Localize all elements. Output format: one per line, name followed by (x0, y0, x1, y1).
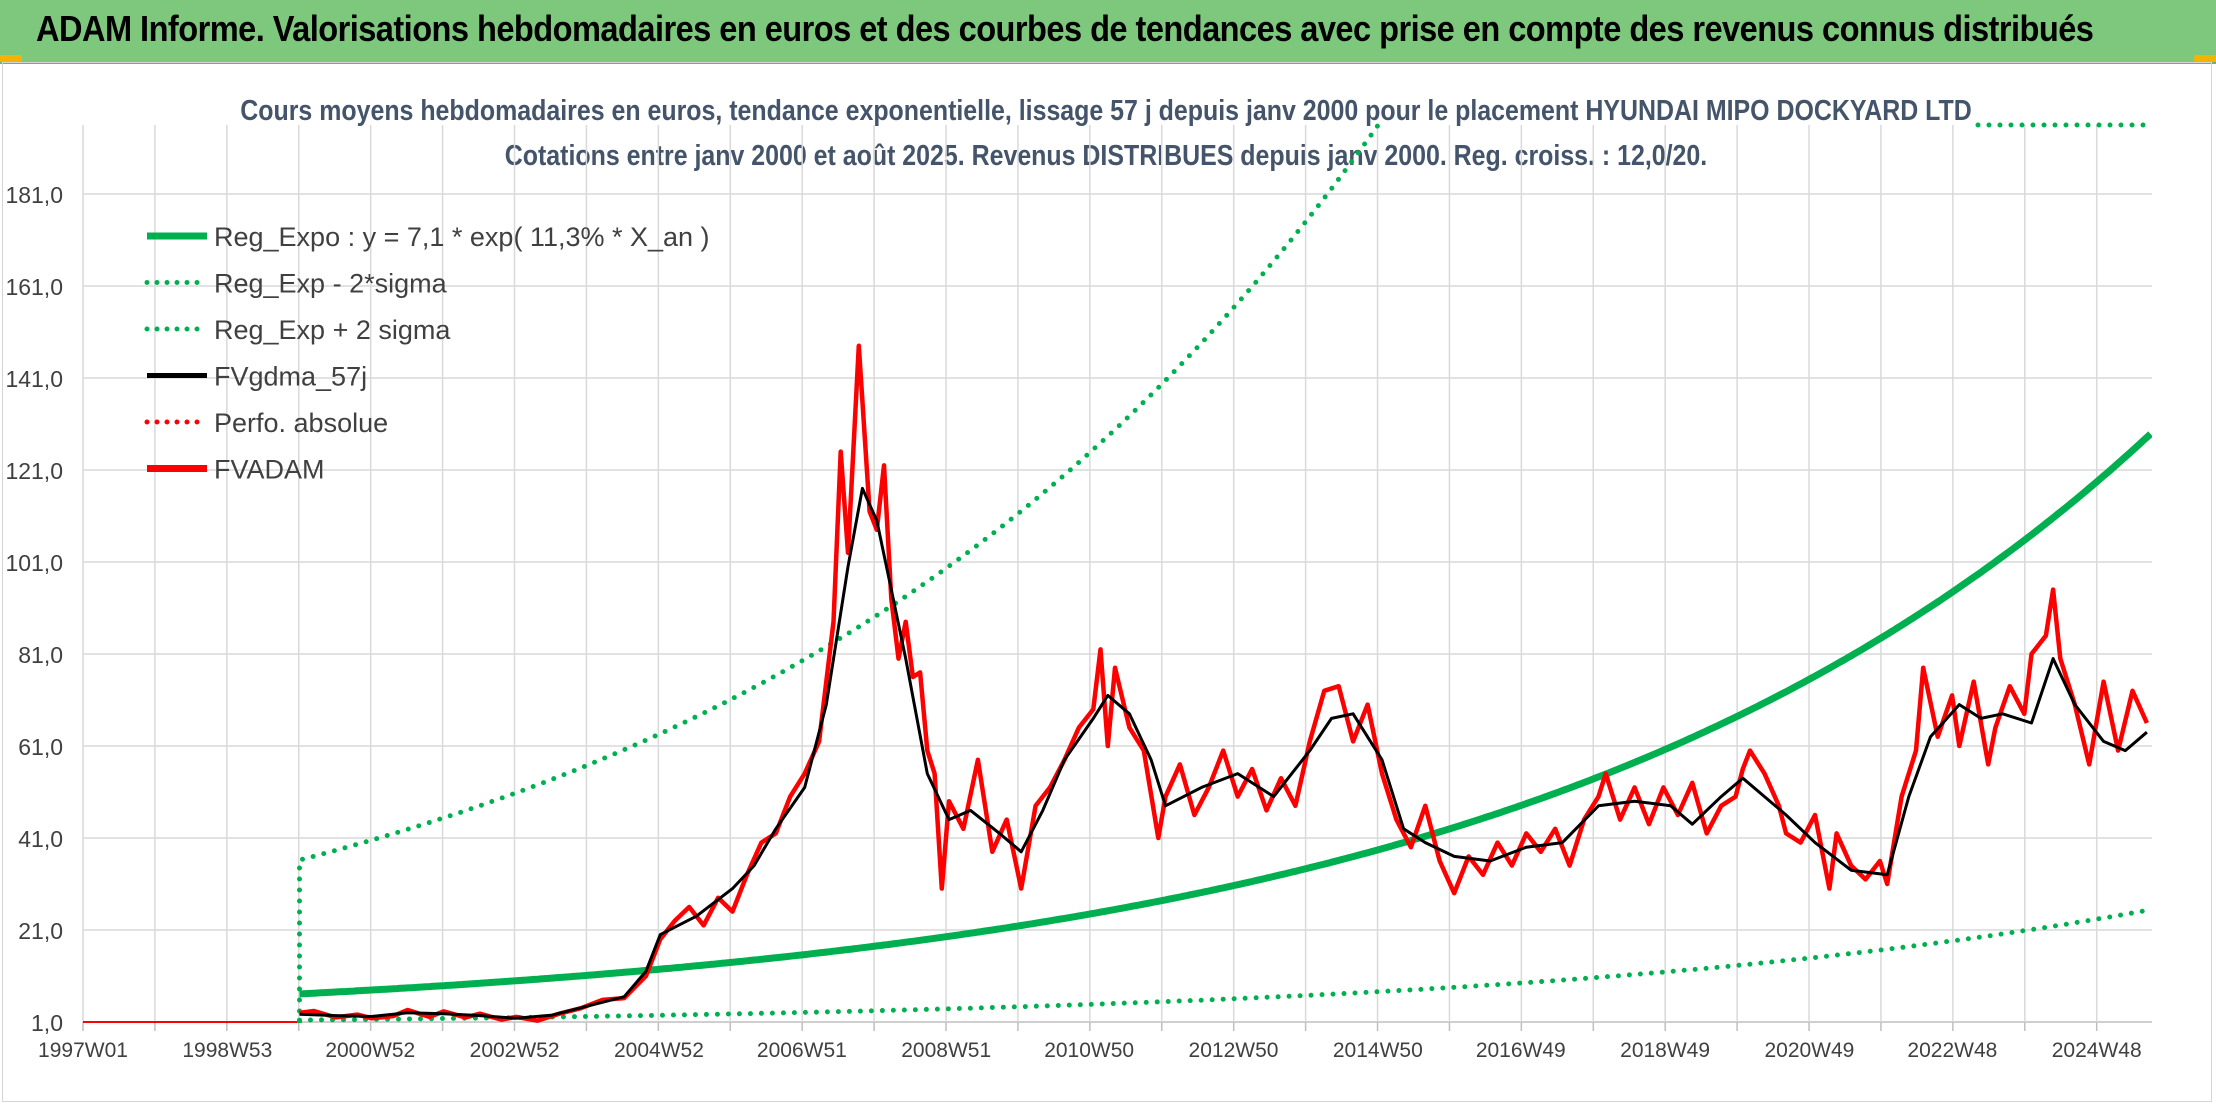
x-tick-label: 2008W51 (901, 1039, 991, 1062)
x-tick-label: 2002W52 (470, 1039, 560, 1062)
x-tick-label: 2010W50 (1044, 1039, 1134, 1062)
legend: Reg_Expo : y = 7,1 * exp( 11,3% * X_an )… (144, 222, 710, 485)
x-tick-label: 2000W52 (325, 1039, 415, 1062)
reg-exp-plus-2sigma-line (296, 120, 1385, 1023)
legend-label: Perfo. absolue (214, 408, 388, 438)
legend-label: Reg_Exp + 2 sigma (214, 315, 451, 345)
fvgdma-57j-line (299, 486, 2148, 1020)
x-tick-label: 2022W48 (1907, 1039, 1997, 1062)
reg-expo-line (299, 431, 2152, 998)
y-tick-label: 21,0 (18, 918, 63, 944)
y-tick-label: 1,0 (31, 1010, 63, 1036)
chart-title: Cours moyens hebdomadaires en euros, ten… (240, 94, 1971, 126)
grid-lines (82, 125, 2152, 1031)
y-tick-label: 61,0 (18, 734, 63, 760)
x-tick-label: 2004W52 (614, 1039, 704, 1062)
y-tick-label: 181,0 (5, 182, 63, 208)
report-header: ADAM Informe. Valorisations hebdomadaire… (0, 0, 2216, 64)
x-tick-label: 2020W49 (1764, 1039, 1854, 1062)
legend-label: FVgdma_57j (214, 362, 367, 392)
x-tick-label: 2016W49 (1476, 1039, 1566, 1062)
y-tick-label: 101,0 (5, 550, 63, 576)
x-tick-label: 2018W49 (1620, 1039, 1710, 1062)
chart-frame (2, 62, 2212, 1102)
reg-exp-minus-2sigma-line (297, 907, 2152, 1023)
y-tick-label: 161,0 (5, 274, 63, 300)
x-tick-label: 2024W48 (2052, 1039, 2142, 1062)
legend-label: FVADAM (214, 455, 325, 485)
y-tick-label: 41,0 (18, 826, 63, 852)
chart-subtitle: Cotations entre janv 2000 et août 2025. … (505, 139, 1707, 171)
x-tick-label: 1998W53 (182, 1039, 272, 1062)
x-tick-label: 2006W51 (757, 1039, 847, 1062)
legend-label: Reg_Exp - 2*sigma (214, 269, 448, 299)
y-tick-label: 121,0 (5, 458, 63, 484)
corner-marker-right (2194, 55, 2216, 62)
y-tick-label: 141,0 (5, 366, 63, 392)
report-title: ADAM Informe. Valorisations hebdomadaire… (36, 8, 2094, 49)
y-tick-label: 81,0 (18, 642, 63, 668)
x-tick-label: 1997W01 (38, 1039, 128, 1062)
legend-label: Reg_Expo : y = 7,1 * exp( 11,3% * X_an ) (214, 222, 710, 252)
fvadam-line (299, 343, 2149, 1023)
x-tick-label: 2014W50 (1333, 1039, 1423, 1062)
corner-marker-left (0, 55, 22, 62)
plot-area (83, 120, 2152, 1023)
x-tick-label: 2012W50 (1189, 1039, 1279, 1062)
